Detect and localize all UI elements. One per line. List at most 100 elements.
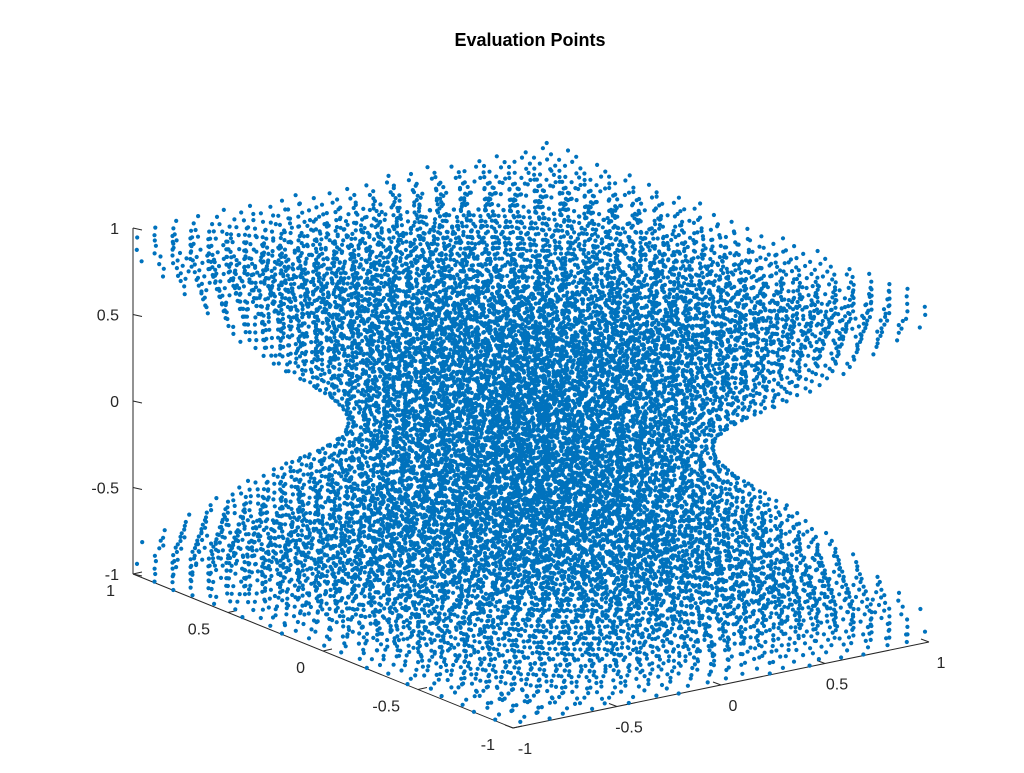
data-point	[832, 608, 836, 612]
data-point	[787, 591, 791, 595]
data-point	[795, 393, 799, 397]
data-point	[695, 606, 699, 610]
x-tick-mark	[609, 704, 617, 707]
data-point	[612, 668, 616, 672]
data-point	[795, 288, 799, 292]
data-point	[834, 628, 838, 632]
data-point	[797, 322, 801, 326]
data-point	[847, 635, 851, 639]
data-point	[614, 660, 618, 664]
data-point	[732, 420, 736, 424]
data-point	[837, 562, 841, 566]
data-point	[668, 680, 672, 684]
data-point	[713, 437, 717, 441]
data-point	[599, 684, 603, 688]
data-point	[842, 579, 846, 583]
data-point	[715, 381, 719, 385]
data-point	[819, 331, 823, 335]
data-point	[691, 332, 695, 336]
data-point	[794, 384, 798, 388]
data-point	[540, 705, 544, 709]
data-point	[623, 684, 627, 688]
x-tick-mark	[921, 639, 929, 642]
data-point	[704, 426, 708, 430]
data-point	[488, 653, 492, 657]
data-point	[625, 358, 629, 362]
data-point	[644, 606, 648, 610]
data-point	[638, 641, 642, 645]
data-point	[802, 618, 806, 622]
data-point	[696, 638, 700, 642]
data-point	[786, 317, 790, 321]
data-point	[821, 339, 825, 343]
data-point	[771, 633, 775, 637]
data-point	[771, 644, 775, 648]
data-point	[798, 542, 802, 546]
data-point	[905, 625, 909, 629]
data-point	[800, 285, 804, 289]
data-point	[805, 629, 809, 633]
data-point	[720, 370, 724, 374]
data-point	[557, 695, 561, 699]
data-point	[637, 632, 641, 636]
data-point	[507, 638, 511, 642]
data-point	[733, 408, 737, 412]
data-point	[542, 668, 546, 672]
data-point	[485, 706, 489, 710]
data-point	[781, 348, 785, 352]
data-point	[714, 345, 718, 349]
data-point	[513, 682, 517, 686]
data-point	[753, 409, 757, 413]
data-point	[856, 607, 860, 611]
data-point	[753, 383, 757, 387]
data-point	[772, 638, 776, 642]
data-point	[833, 550, 837, 554]
data-point	[560, 620, 564, 624]
data-point	[772, 350, 776, 354]
data-point	[547, 656, 551, 660]
data-point	[696, 383, 700, 387]
data-point	[665, 686, 669, 690]
data-point	[711, 402, 715, 406]
data-point	[787, 648, 791, 652]
data-point	[807, 545, 811, 549]
data-point	[708, 616, 712, 620]
data-point	[706, 328, 710, 332]
data-point	[716, 612, 720, 616]
data-point	[838, 636, 842, 640]
data-point	[590, 707, 594, 711]
data-point	[685, 451, 689, 455]
data-point	[752, 378, 756, 382]
data-point	[734, 376, 738, 380]
data-point	[499, 680, 503, 684]
data-point	[854, 576, 858, 580]
data-point	[495, 685, 499, 689]
data-point	[763, 406, 767, 410]
data-point	[777, 626, 781, 630]
data-point	[554, 593, 558, 597]
data-point	[514, 703, 518, 707]
data-point	[869, 623, 873, 627]
data-point	[905, 309, 909, 313]
data-point	[832, 570, 836, 574]
data-point	[413, 673, 417, 677]
data-point	[901, 605, 905, 609]
data-point	[735, 481, 739, 485]
data-point	[823, 327, 827, 331]
data-point	[548, 647, 552, 651]
data-point	[582, 609, 586, 613]
data-point	[812, 592, 816, 596]
data-point	[586, 608, 590, 612]
data-point	[432, 681, 436, 685]
data-point	[812, 309, 816, 313]
data-point	[700, 445, 704, 449]
data-point	[560, 647, 564, 651]
data-point	[536, 710, 540, 714]
data-point	[796, 300, 800, 304]
data-point	[770, 650, 774, 654]
data-point	[777, 369, 781, 373]
data-point	[748, 393, 752, 397]
data-point	[885, 643, 889, 647]
data-point	[504, 622, 508, 626]
data-point	[688, 652, 692, 656]
